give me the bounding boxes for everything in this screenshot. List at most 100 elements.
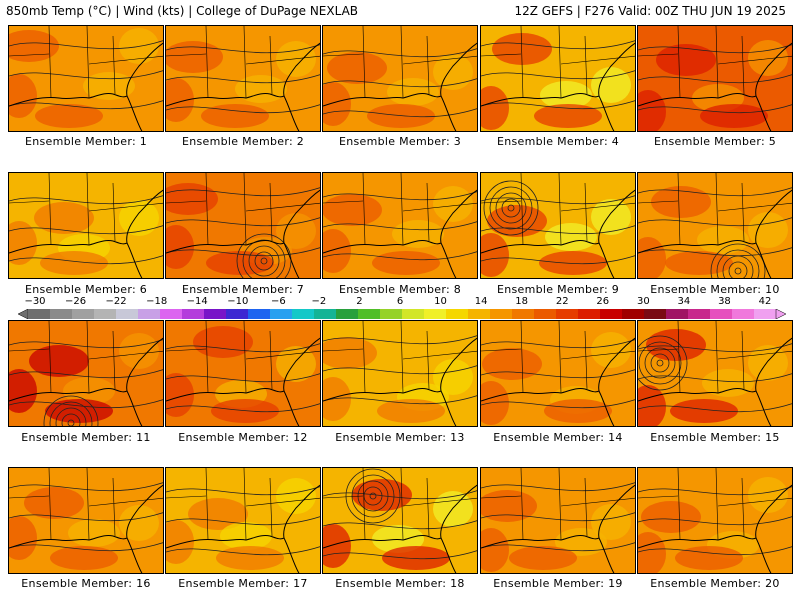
height-contour — [9, 255, 163, 265]
height-contour — [9, 399, 163, 409]
ensemble-map-panel — [480, 172, 636, 279]
height-contour — [9, 512, 163, 522]
ensemble-map-panel — [322, 172, 478, 279]
state-borders — [166, 173, 320, 246]
colorbar-segment — [72, 309, 95, 319]
temperature-anomaly-patch — [323, 524, 351, 568]
low-pressure-contour — [67, 419, 75, 426]
height-contour — [9, 225, 163, 235]
low-pressure-contour — [369, 492, 377, 500]
height-contour — [166, 546, 320, 556]
coastline — [166, 484, 320, 573]
height-contour — [638, 74, 792, 84]
temperature-anomaly-patch — [188, 498, 248, 530]
height-contour — [9, 542, 163, 552]
colorbar-segment — [490, 309, 513, 319]
temperature-anomaly-patch — [235, 75, 287, 103]
temperature-anomaly-patch — [276, 478, 316, 514]
height-contour — [9, 369, 163, 379]
temperature-anomaly-patch — [24, 487, 84, 519]
coastline — [323, 484, 477, 573]
state-borders — [638, 173, 792, 246]
colorbar-segment — [50, 309, 73, 319]
colorbar-tick-label: 18 — [515, 296, 529, 307]
state-borders — [9, 321, 163, 394]
height-contour — [9, 40, 163, 50]
temperature-anomaly-patch — [40, 251, 108, 275]
ensemble-map-panel — [165, 320, 321, 427]
colorbar-segment — [358, 309, 381, 319]
temperature-anomaly-patch — [646, 329, 706, 361]
temperature-anomaly-patch — [540, 81, 592, 109]
coastline — [323, 337, 477, 426]
ensemble-member-label: Ensemble Member: 9 — [496, 283, 620, 296]
temperature-field — [323, 468, 477, 573]
ensemble-map-panel — [637, 172, 793, 279]
temperature-field — [9, 468, 163, 573]
ensemble-map-panel — [480, 320, 636, 427]
colorbar-tick-label: −10 — [227, 296, 249, 307]
coastline — [9, 337, 163, 426]
temperature-field — [638, 321, 792, 426]
height-contour — [638, 217, 792, 227]
state-borders — [323, 321, 477, 394]
colorbar-segment — [182, 309, 205, 319]
low-pressure-contour — [55, 407, 87, 426]
low-pressure-contour — [248, 245, 280, 277]
ensemble-member-label: Ensemble Member: 8 — [338, 283, 462, 296]
height-contour — [481, 195, 635, 205]
height-contour — [638, 104, 792, 114]
low-pressure-contour — [61, 413, 81, 426]
state-borders — [9, 468, 163, 541]
temperature-anomaly-patch — [748, 40, 788, 76]
colorbar-segment — [710, 309, 733, 319]
temperature-anomaly-patch — [545, 223, 597, 251]
coastline — [638, 189, 792, 278]
temperature-field — [323, 26, 477, 131]
temperature-anomaly-patch — [481, 490, 537, 522]
height-contour — [638, 516, 792, 526]
state-borders — [166, 321, 320, 394]
temperature-anomaly-patch — [9, 74, 37, 118]
temperature-field — [323, 173, 477, 278]
colorbar-segment — [160, 309, 183, 319]
temperature-anomaly-patch — [433, 186, 473, 222]
state-borders — [481, 321, 635, 394]
temperature-anomaly-patch — [323, 229, 351, 273]
height-contour — [481, 369, 635, 379]
height-contour — [638, 187, 792, 197]
map-title: 850mb Temp (°C) | Wind (kts) | College o… — [6, 4, 359, 18]
low-pressure-contour — [650, 353, 670, 373]
low-pressure-contour — [656, 359, 664, 367]
height-contour — [638, 343, 792, 353]
height-contour — [638, 44, 792, 54]
temperature-anomaly-patch — [591, 199, 631, 235]
temperature-anomaly-patch — [651, 186, 711, 218]
height-contour — [166, 74, 320, 84]
colorbar-segment — [688, 309, 711, 319]
colorbar-low-arrow — [18, 309, 29, 319]
temperature-anomaly-patch — [382, 546, 450, 570]
height-contour — [481, 100, 635, 110]
low-pressure-contour — [260, 257, 268, 265]
temperature-anomaly-patch — [697, 226, 749, 254]
colorbar-segment — [446, 309, 469, 319]
low-pressure-contour — [710, 243, 766, 278]
temperature-anomaly-patch — [372, 251, 440, 275]
temperature-anomaly-patch — [591, 67, 631, 103]
temperature-anomaly-patch — [35, 104, 103, 128]
temperature-anomaly-patch — [591, 504, 631, 540]
ensemble-map-panel — [165, 467, 321, 574]
colorbar-segment — [644, 309, 667, 319]
low-pressure-contour — [638, 341, 682, 385]
temperature-anomaly-patch — [216, 546, 284, 570]
low-pressure-contour — [716, 249, 760, 278]
coastline — [9, 42, 163, 131]
coastline — [166, 337, 320, 426]
colorbar-segment — [336, 309, 359, 319]
colorbar-segment — [292, 309, 315, 319]
height-contour — [323, 221, 477, 231]
colorbar-tick-label: −22 — [105, 296, 127, 307]
height-contour — [166, 187, 320, 197]
colorbar-high-arrow — [775, 309, 786, 319]
